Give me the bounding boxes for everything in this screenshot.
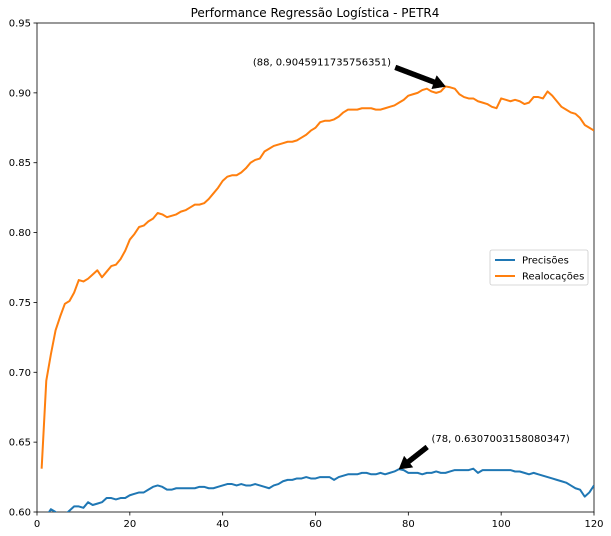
y-tick-label: 0.70 — [9, 368, 31, 379]
annotation-label: (78, 0.6307003158080347) — [432, 434, 570, 445]
y-tick-label: 0.65 — [9, 438, 31, 449]
x-tick-label: 0 — [34, 519, 40, 530]
x-tick-label: 60 — [309, 519, 322, 530]
series-line-precisoes — [47, 467, 594, 512]
y-tick-label: 0.85 — [9, 158, 31, 169]
annotation-label: (88, 0.9045911735756351) — [253, 58, 391, 69]
x-tick-label: 80 — [402, 519, 415, 530]
chart-title: Performance Regressão Logística - PETR4 — [191, 6, 440, 20]
y-tick-label: 0.95 — [9, 19, 31, 30]
legend: Precisões Realocações — [489, 249, 589, 286]
y-tick-label: 0.90 — [9, 88, 31, 99]
x-tick-label: 100 — [492, 519, 511, 530]
series-line-realocacoes — [40, 85, 594, 469]
annotation-arrow — [394, 64, 446, 90]
axis-ticks: 0 20 40 60 80 100 120 0.60 0.65 0.70 0.75 0.80 0.85 0… — [9, 19, 604, 531]
x-tick-label: 120 — [584, 519, 603, 530]
legend-label: Realocações — [522, 272, 584, 283]
x-tick-label: 20 — [123, 519, 136, 530]
legend-label: Precisões — [522, 256, 569, 267]
y-tick-label: 0.60 — [9, 508, 31, 519]
x-tick-label: 40 — [216, 519, 229, 530]
annotation-arrow — [398, 444, 429, 470]
y-tick-label: 0.80 — [9, 228, 31, 239]
y-tick-label: 0.75 — [9, 298, 31, 309]
series-lines — [40, 85, 594, 512]
annotations: (88, 0.9045911735756351) (78, 0.630700315… — [253, 58, 570, 470]
